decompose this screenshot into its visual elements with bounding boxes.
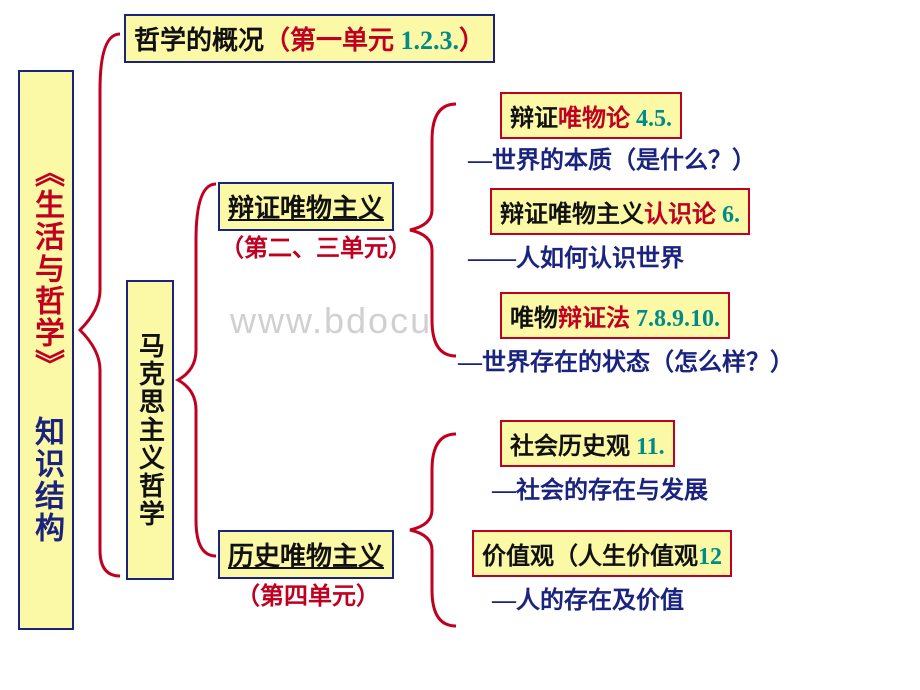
bz-sub: （第二、三单元） xyxy=(220,228,412,263)
r1-text: 辩证唯物论 4.5. xyxy=(510,106,672,132)
r5-text: 价值观（人生价值观12 xyxy=(482,544,722,570)
ls-sub: （第四单元） xyxy=(236,576,380,611)
root-title: 《生活与哲学》 知识结构 xyxy=(24,157,68,544)
bracket-root xyxy=(76,30,126,580)
r4-box: 社会历史观 11. xyxy=(500,420,675,467)
bracket-bz xyxy=(404,100,460,360)
r4-desc: —社会的存在与发展 xyxy=(492,470,708,505)
bz-box: 辩证唯物主义 xyxy=(218,182,394,231)
r3-text: 唯物辩证法 7.8.9.10. xyxy=(510,306,720,332)
r5-desc: —人的存在及价值 xyxy=(492,580,684,615)
r2-desc: ——人如何认识世界 xyxy=(468,238,684,273)
r5-box: 价值观（人生价值观12 xyxy=(472,530,732,577)
root-title-box: 《生活与哲学》 知识结构 xyxy=(18,70,74,630)
mk-box: 马克思主义哲学 xyxy=(126,280,174,580)
r3-box: 唯物辩证法 7.8.9.10. xyxy=(500,292,730,339)
bracket-ls xyxy=(404,430,460,630)
r1-desc: —世界的本质（是什么？） xyxy=(468,140,756,175)
r2-box: 辩证唯物主义认识论 6. xyxy=(490,188,750,235)
r3-desc: —世界存在的状态（怎么样？） xyxy=(458,342,794,377)
r4-text: 社会历史观 11. xyxy=(510,434,665,460)
r1-box: 辩证唯物论 4.5. xyxy=(500,92,682,139)
top-box: 哲学的概况（第一单元 1.2.3.） xyxy=(124,14,495,63)
top-text: 哲学的概况（第一单元 1.2.3.） xyxy=(134,26,485,55)
ls-box: 历史唯物主义 xyxy=(218,530,394,579)
r2-text: 辩证唯物主义认识论 6. xyxy=(500,202,740,228)
watermark: www.bdocu xyxy=(230,300,432,342)
bracket-mk xyxy=(176,180,220,560)
